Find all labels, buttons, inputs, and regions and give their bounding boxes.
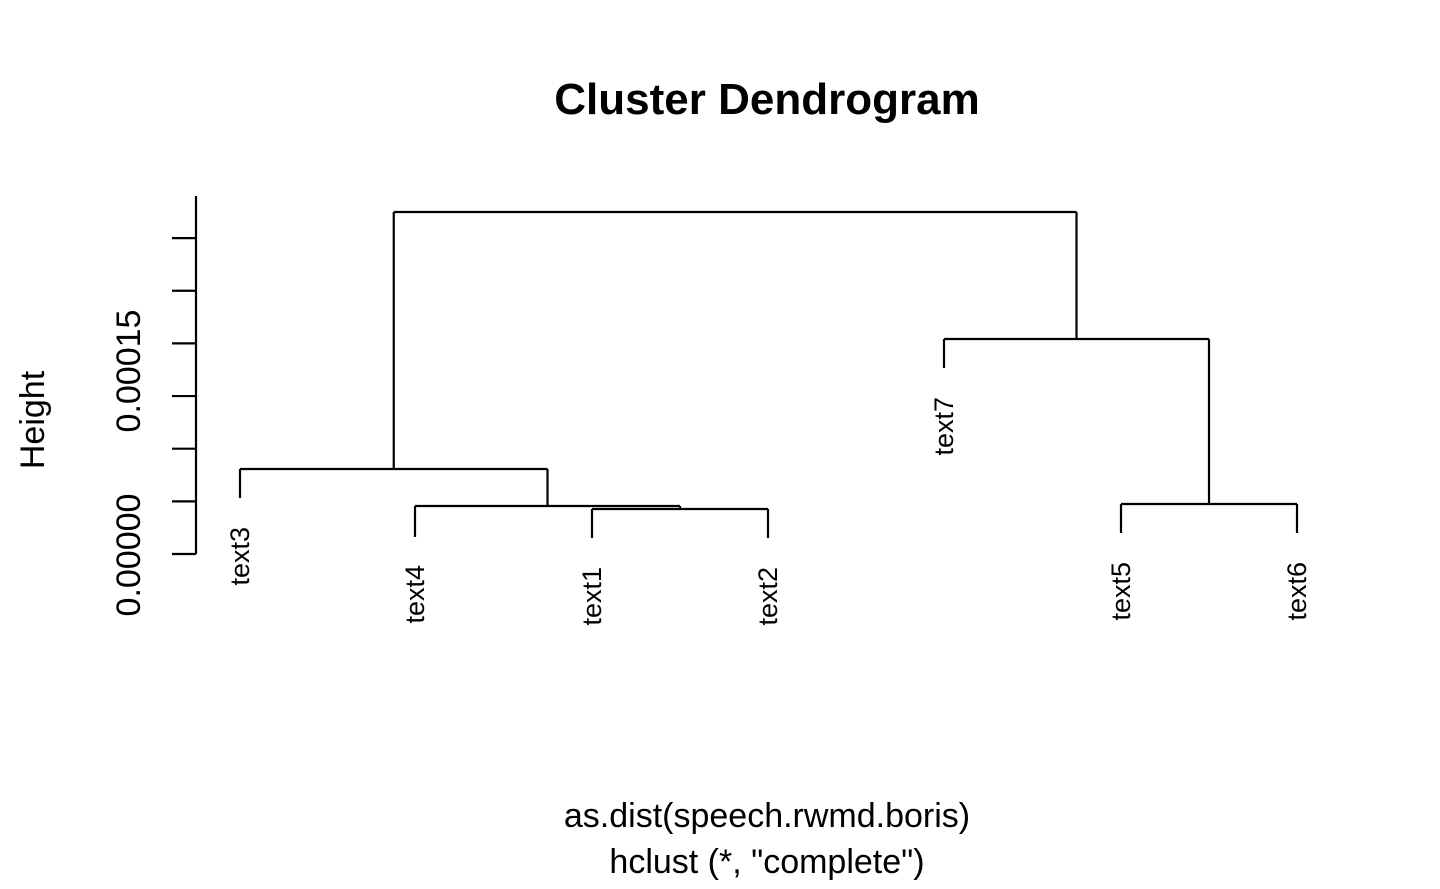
y-axis-label: Height	[14, 370, 52, 469]
leaf-label-text5: text5	[1106, 562, 1136, 621]
method-label: hclust (*, "complete")	[609, 843, 924, 881]
y-axis: 0.00000 0.00015	[110, 196, 198, 617]
dendrogram-links	[238, 210, 1299, 538]
x-axis-label: as.dist(speech.rwmd.boris)	[564, 797, 970, 835]
leaf-label-text7: text7	[929, 397, 959, 456]
leaf-label-text3: text3	[225, 527, 255, 586]
leaf-label-text4: text4	[400, 565, 430, 624]
leaf-label-text2: text2	[753, 567, 783, 626]
chart-title: Cluster Dendrogram	[554, 75, 979, 124]
leaf-labels: text3 text4 text1 text2 text7 text5 text6	[225, 397, 1312, 626]
y-tick-label-0: 0.00000	[110, 494, 148, 617]
y-tick-label-1: 0.00015	[110, 310, 148, 433]
leaf-label-text6: text6	[1282, 562, 1312, 621]
leaf-label-text1: text1	[577, 567, 607, 626]
